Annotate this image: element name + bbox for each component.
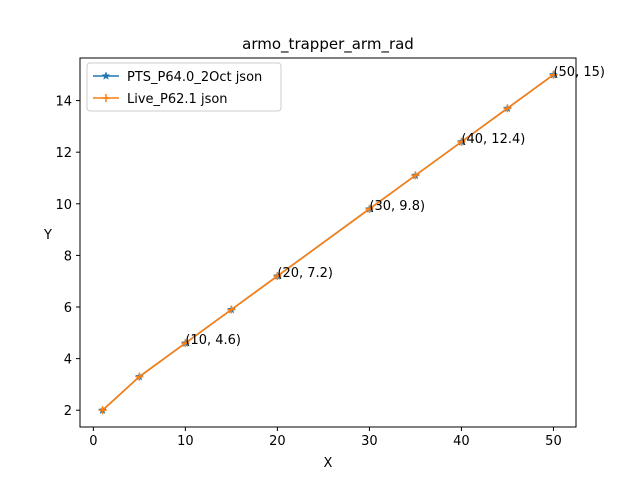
legend-label: Live_P62.1 json bbox=[127, 92, 228, 107]
legend-entry-1: Live_P62.1 json bbox=[93, 92, 228, 107]
data-point-plus bbox=[503, 104, 512, 113]
data-point-plus bbox=[549, 70, 558, 79]
series-line bbox=[102, 74, 554, 411]
data-point-plus bbox=[98, 406, 107, 415]
data-label: (20, 7.2) bbox=[277, 266, 333, 281]
annotations-layer: (10, 4.6) (20, 7.2) (30, 9.8) (40, 12.4) (50… bbox=[185, 65, 605, 348]
legend: PTS_P64.0_2Oct json Live_P62.1 json bbox=[86, 62, 282, 112]
y-tick-label: 10 bbox=[55, 198, 72, 213]
legend-label: PTS_P64.0_2Oct json bbox=[127, 70, 262, 85]
x-tick-label: 20 bbox=[269, 434, 286, 449]
data-label: (40, 12.4) bbox=[461, 132, 525, 147]
series-layer bbox=[98, 70, 558, 415]
data-point-star bbox=[101, 71, 111, 80]
data-point-plus bbox=[365, 204, 374, 213]
data-point-plus bbox=[457, 137, 466, 146]
x-tick-label: 0 bbox=[89, 434, 97, 449]
y-tick-label: 8 bbox=[64, 249, 72, 264]
x-tick-label: 30 bbox=[361, 434, 378, 449]
y-tick-label: 2 bbox=[64, 404, 72, 419]
legend-box bbox=[86, 62, 282, 112]
data-point-plus bbox=[102, 94, 110, 102]
y-tick-label: 14 bbox=[55, 95, 72, 110]
y-axis-label: Y bbox=[43, 228, 52, 243]
data-point-plus bbox=[273, 272, 282, 281]
x-tick-label: 50 bbox=[545, 434, 562, 449]
data-label: (30, 9.8) bbox=[369, 199, 425, 214]
y-tick-label: 12 bbox=[55, 146, 72, 161]
ticks-layer: 0 10 20 30 40 50 2 4 6 8 10 12 14 bbox=[55, 95, 561, 449]
x-tick-label: 10 bbox=[177, 434, 194, 449]
legend-entry-0: PTS_P64.0_2Oct json bbox=[93, 70, 262, 85]
chart-title: armo_trapper_arm_rad bbox=[242, 35, 414, 54]
y-tick-label: 4 bbox=[64, 353, 72, 368]
data-label: (50, 15) bbox=[553, 65, 605, 80]
data-point-plus bbox=[135, 372, 144, 381]
x-tick-label: 40 bbox=[453, 434, 470, 449]
data-point-plus bbox=[227, 305, 236, 314]
data-point-plus bbox=[181, 339, 190, 348]
series-1 bbox=[98, 70, 558, 415]
data-label: (10, 4.6) bbox=[185, 333, 241, 348]
x-axis-label: X bbox=[324, 456, 333, 471]
data-point-plus bbox=[411, 171, 420, 180]
plot-frame bbox=[79, 57, 577, 428]
y-tick-label: 6 bbox=[64, 301, 72, 316]
